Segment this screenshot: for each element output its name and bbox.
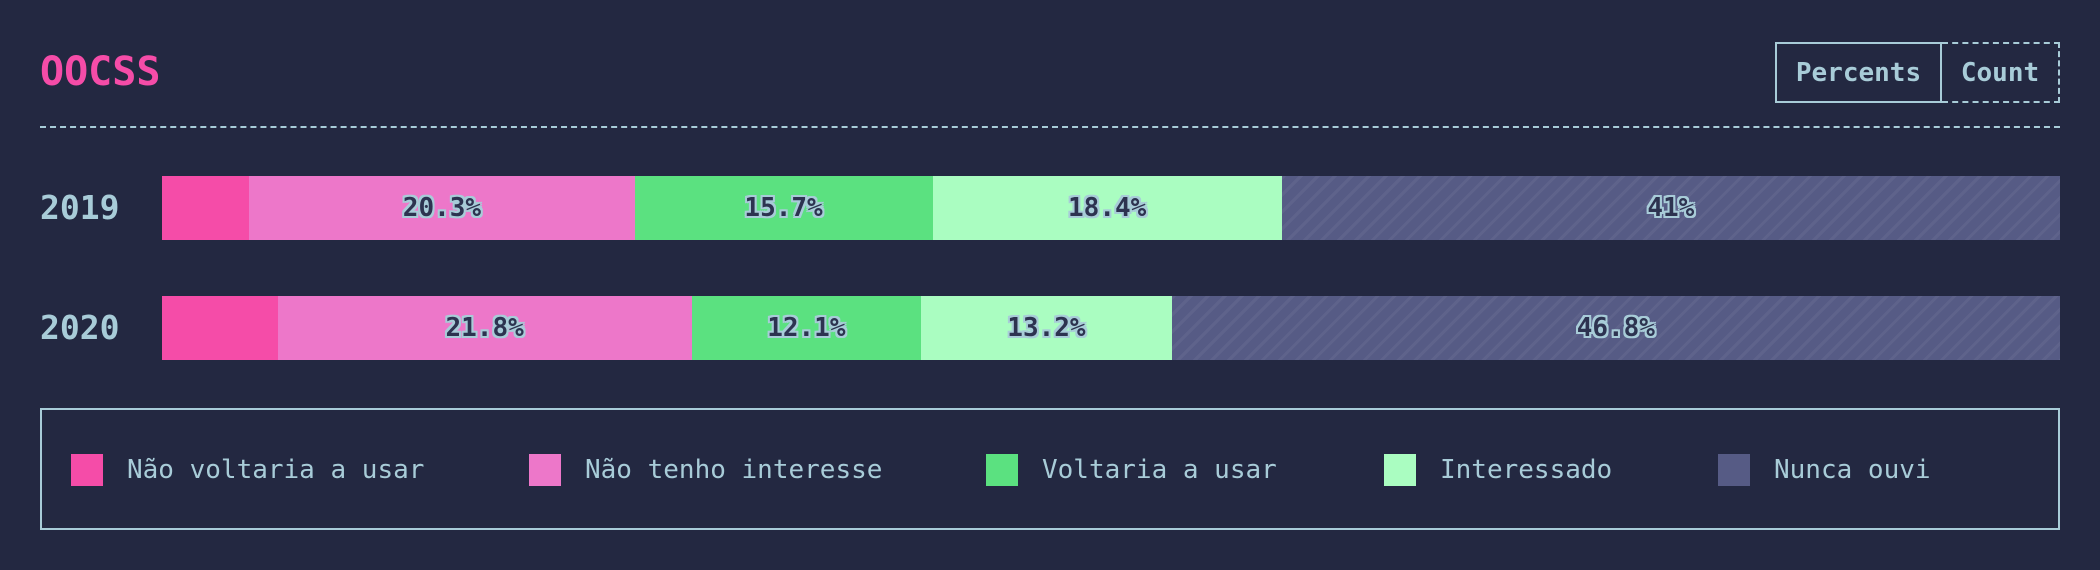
bar-value-label: 13.2% bbox=[1007, 313, 1086, 343]
row-label-2019: 2019 bbox=[40, 188, 120, 227]
legend-item-nunca-ouvi[interactable]: Nunca ouvi bbox=[1718, 454, 1931, 486]
bar-value-label: 46.8% bbox=[1576, 313, 1655, 343]
bar-value-label: 20.3% bbox=[402, 193, 482, 223]
bar-segment[interactable]: 18.4% bbox=[932, 176, 1282, 240]
bar-value-label: 21.8% bbox=[445, 313, 524, 343]
bar-row-2020: 21.8% 12.1% 13.2% 46.8% bbox=[162, 296, 2060, 360]
legend-swatch bbox=[71, 454, 103, 486]
legend-label: Não tenho interesse bbox=[585, 455, 883, 485]
bar-segment[interactable]: 15.7% bbox=[634, 176, 933, 240]
legend-item-interessado[interactable]: Interessado bbox=[1384, 454, 1612, 486]
bar-segment[interactable]: 20.3% bbox=[249, 176, 635, 240]
bar-segment[interactable] bbox=[162, 176, 250, 240]
bar-segment[interactable] bbox=[162, 296, 278, 360]
bar-row-2019: 20.3% 15.7% 18.4% 41% bbox=[162, 176, 2060, 240]
bar-value-label: 18.4% bbox=[1068, 193, 1147, 223]
legend-label: Nunca ouvi bbox=[1774, 455, 1931, 485]
legend-label: Interessado bbox=[1440, 455, 1613, 485]
legend-label: Voltaria a usar bbox=[1042, 455, 1277, 485]
row-label-2020: 2020 bbox=[40, 308, 120, 347]
bar-segment[interactable]: 46.8% bbox=[1171, 296, 2060, 360]
percents-button[interactable]: Percents bbox=[1775, 42, 1942, 103]
bar-value-label: 41% bbox=[1647, 193, 1695, 223]
legend-item-voltaria[interactable]: Voltaria a usar bbox=[986, 454, 1277, 486]
header-divider bbox=[40, 126, 2060, 128]
units-toggle: Percents Count bbox=[1775, 42, 2060, 103]
bar-value-label: 15.7% bbox=[744, 193, 823, 223]
legend-swatch bbox=[1718, 454, 1750, 486]
bar-value-label: 12.1% bbox=[767, 313, 846, 343]
bar-segment[interactable]: 21.8% bbox=[277, 296, 692, 360]
legend-item-nao-tenho-interesse[interactable]: Não tenho interesse bbox=[529, 454, 882, 486]
legend-swatch bbox=[986, 454, 1018, 486]
legend-item-nao-voltaria[interactable]: Não voltaria a usar bbox=[71, 454, 424, 486]
chart-title: OOCSS bbox=[40, 49, 161, 95]
bar-segment[interactable]: 12.1% bbox=[691, 296, 922, 360]
legend-label: Não voltaria a usar bbox=[127, 455, 425, 485]
bar-segment[interactable]: 13.2% bbox=[921, 296, 1172, 360]
count-button[interactable]: Count bbox=[1942, 42, 2060, 103]
legend-swatch bbox=[529, 454, 561, 486]
bar-segment[interactable]: 41% bbox=[1281, 176, 2060, 240]
legend: Não voltaria a usar Não tenho interesse … bbox=[40, 408, 2060, 530]
legend-swatch bbox=[1384, 454, 1416, 486]
